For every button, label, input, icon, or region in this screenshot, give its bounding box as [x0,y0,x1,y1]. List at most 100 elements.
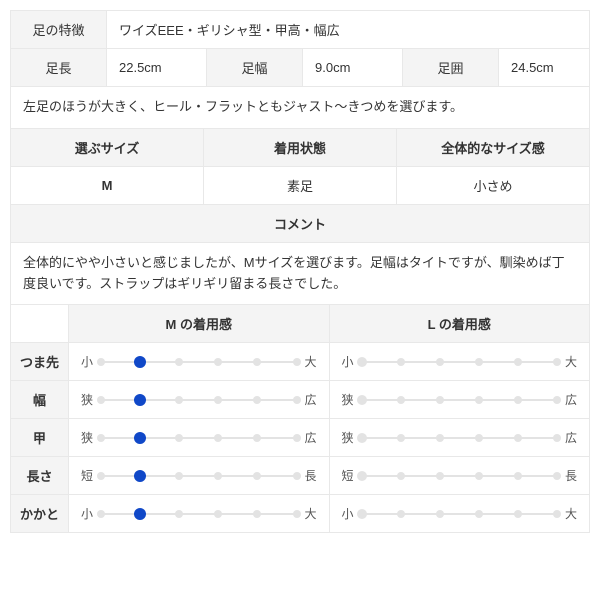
rating-end-high: 大 [563,353,579,370]
rating-tick [397,434,405,442]
rating-end-low: 小 [340,353,356,370]
label-comment: コメント [11,204,590,242]
rating-dot [357,395,367,405]
measure-table: 足長 22.5cm 足幅 9.0cm 足囲 24.5cm [10,48,590,87]
rating-tick [397,510,405,518]
rating-dot [134,432,146,444]
label-fit-l: L の着用感 [329,305,590,343]
rating-end-high: 広 [563,391,579,408]
rating-track-line [362,399,558,401]
value-comment: 全体的にやや小さいと感じましたが、Mサイズを選びます。足幅はタイトですが、馴染め… [11,242,590,305]
label-overall-fit: 全体的なサイズ感 [397,128,590,166]
rating-row: 長さ短長短長 [11,457,590,495]
rating-row-label: 甲 [11,419,69,457]
rating-row-label: つま先 [11,343,69,381]
rating-tick [475,472,483,480]
rating-tick [253,358,261,366]
rating-track-line [362,361,558,363]
rating-track-line [362,475,558,477]
rating-dot [357,471,367,481]
rating-bar: 小大 [79,505,319,522]
rating-bar: 狭広 [79,429,319,446]
rating-tick [97,434,105,442]
rating-tick [293,510,301,518]
rating-tick [97,472,105,480]
value-size-choice: M [11,166,204,204]
rating-track [101,469,297,483]
rating-tick [253,396,261,404]
rating-bar: 狭広 [340,429,580,446]
rating-row: 甲狭広狭広 [11,419,590,457]
rating-tick [514,434,522,442]
rating-end-high: 長 [303,467,319,484]
label-fit-m: M の着用感 [69,305,330,343]
rating-tick [214,510,222,518]
rating-tick [175,434,183,442]
rating-track [101,355,297,369]
rating-tick [553,396,561,404]
rating-bar: 狭広 [340,391,580,408]
rating-dot [357,357,367,367]
value-foot-width: 9.0cm [303,49,403,87]
rating-tick [293,358,301,366]
rating-tick [475,396,483,404]
rating-row-label: かかと [11,495,69,533]
value-note: 左足のほうが大きく、ヒール・フラットともジャスト〜きつめを選びます。 [11,87,590,129]
rating-end-high: 大 [303,505,319,522]
rating-tick [214,358,222,366]
rating-tick [293,472,301,480]
rating-dot [134,394,146,406]
rating-row: 幅狭広狭広 [11,381,590,419]
rating-end-high: 大 [563,505,579,522]
rating-tick [397,358,405,366]
rating-end-high: 広 [303,391,319,408]
rating-cell-l: 短長 [329,457,590,495]
rating-track [101,431,297,445]
rating-end-low: 小 [79,353,95,370]
rating-track-line [101,475,297,477]
rating-bar: 小大 [340,353,580,370]
label-foot-width: 足幅 [207,49,303,87]
rating-track [362,393,558,407]
rating-tick [175,396,183,404]
rating-dot [134,356,146,368]
rating-tick [514,396,522,404]
rating-track [362,507,558,521]
rating-end-low: 短 [340,467,356,484]
rating-dot [134,508,146,520]
rating-cell-l: 狭広 [329,381,590,419]
rating-tick [97,396,105,404]
size-table: 選ぶサイズ 着用状態 全体的なサイズ感 M 素足 小さめ [10,128,590,205]
value-wear-state: 素足 [204,166,397,204]
rating-bar: 小大 [79,353,319,370]
rating-dot [134,470,146,482]
rating-bar: 短長 [340,467,580,484]
rating-bar: 狭広 [79,391,319,408]
rating-tick [253,472,261,480]
rating-track-line [101,399,297,401]
rating-tick [514,472,522,480]
rating-track-line [101,437,297,439]
label-foot-features: 足の特徴 [11,11,107,49]
rating-cell-l: 小大 [329,343,590,381]
rating-tick [553,434,561,442]
rating-tick [475,434,483,442]
rating-tick [253,510,261,518]
rating-track [101,507,297,521]
rating-cell-m: 小大 [69,343,330,381]
rating-tick [514,510,522,518]
rating-end-low: 狭 [340,391,356,408]
rating-tick [397,472,405,480]
rating-track [362,355,558,369]
value-overall-fit: 小さめ [397,166,590,204]
label-foot-circ: 足囲 [403,49,499,87]
rating-track [362,431,558,445]
rating-row-label: 長さ [11,457,69,495]
rating-dot [357,433,367,443]
rating-track [101,393,297,407]
rating-end-high: 長 [563,467,579,484]
rating-tick [436,510,444,518]
features-table: 足の特徴 ワイズEEE・ギリシャ型・甲高・幅広 [10,10,590,49]
rating-tick [436,358,444,366]
rating-tick [293,396,301,404]
